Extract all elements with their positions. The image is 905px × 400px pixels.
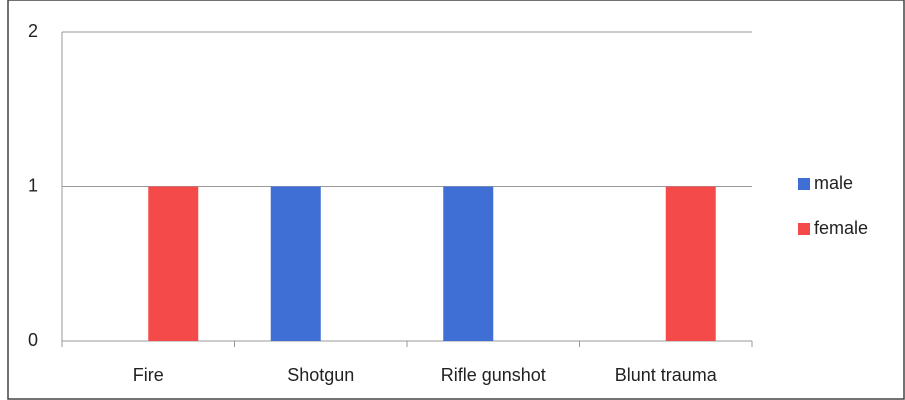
chart-frame — [7, 0, 905, 400]
legend-swatch — [798, 178, 810, 190]
x-tick-label: Fire — [133, 365, 164, 385]
y-tick-label: 1 — [28, 175, 38, 195]
bar — [443, 186, 494, 341]
y-tick-label: 0 — [28, 330, 38, 350]
legend-label: male — [814, 173, 853, 193]
y-tick-label: 2 — [28, 21, 38, 41]
legend-label: female — [814, 218, 868, 238]
x-tick-label: Blunt trauma — [615, 365, 718, 385]
legend-swatch — [798, 223, 810, 235]
bar — [270, 186, 321, 341]
x-tick-label: Shotgun — [287, 365, 354, 385]
bar — [148, 186, 199, 341]
bar — [665, 186, 716, 341]
x-tick-label: Rifle gunshot — [441, 365, 546, 385]
